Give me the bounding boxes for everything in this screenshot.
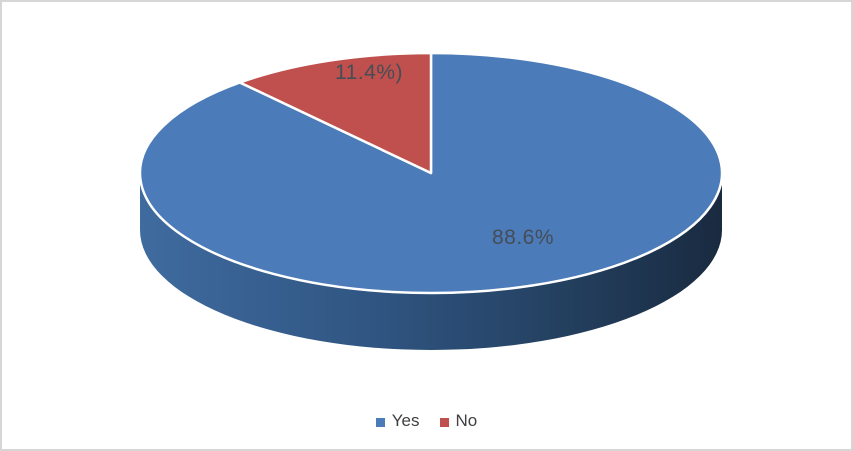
legend-swatch-yes-icon	[375, 417, 385, 427]
data-label-yes: 88.6%	[491, 226, 555, 249]
data-label-no: 11.4%)	[335, 61, 403, 84]
chart-legend: Yes No	[2, 411, 851, 431]
legend-item-no[interactable]: No	[439, 411, 478, 431]
pie-side-3d	[140, 173, 722, 350]
legend-label-no: No	[455, 411, 478, 430]
legend-swatch-no-icon	[439, 417, 449, 427]
legend-item-yes[interactable]: Yes	[375, 411, 420, 431]
pie-slice-no[interactable]	[238, 51, 433, 175]
legend-label-yes: Yes	[391, 411, 420, 430]
